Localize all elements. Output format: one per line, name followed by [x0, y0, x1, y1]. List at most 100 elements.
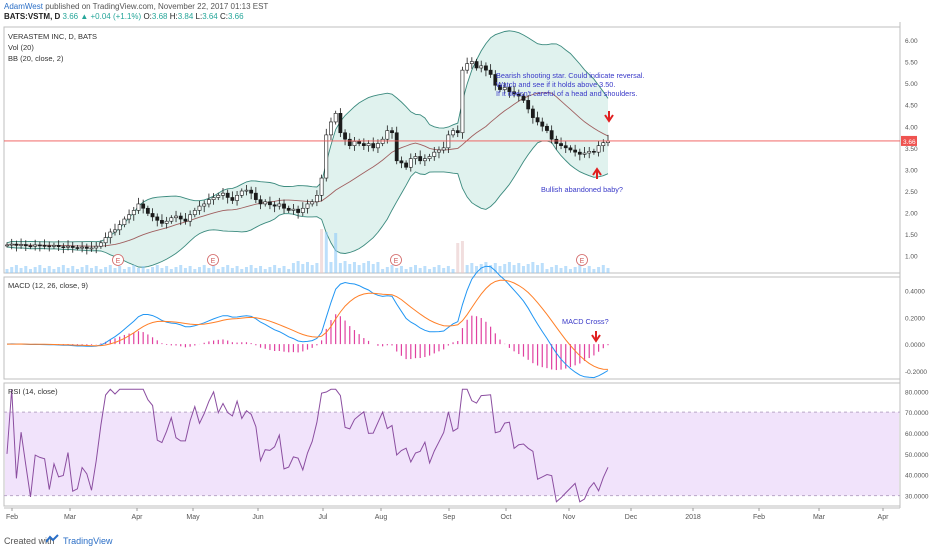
candle-body	[127, 214, 131, 220]
candle-body	[263, 201, 268, 205]
close-label: C:	[220, 12, 228, 21]
volume-bar	[409, 267, 413, 273]
candle-body	[108, 231, 113, 238]
volume-bar	[193, 269, 197, 273]
volume-bar	[376, 262, 380, 273]
macd-tick-label: -0.2000	[905, 369, 927, 376]
candle-body	[554, 138, 559, 144]
candle-body	[474, 61, 479, 69]
volume-bar	[446, 266, 450, 273]
candle-body	[14, 243, 19, 246]
candle-body	[507, 87, 512, 93]
chart-canvas[interactable]: Feb Mar Apr May Jun Jul Aug Sep Oct Nov Dec 2018 Feb…	[0, 22, 932, 530]
volume-bar	[324, 232, 328, 273]
candle-body	[258, 199, 263, 205]
rsi-tick-label: 80.0000	[905, 389, 929, 396]
volume-bar	[136, 268, 140, 273]
month-label: Mar	[813, 514, 826, 521]
earnings-marker-label: E	[211, 258, 216, 265]
volume-bar	[118, 266, 122, 273]
volume-bar	[597, 267, 601, 273]
volume-bar	[399, 266, 403, 273]
candle-body	[394, 132, 399, 162]
price-tick-label: 4.50	[905, 103, 918, 110]
candle-body	[502, 87, 507, 90]
candle-body	[357, 141, 362, 144]
candle-body	[592, 150, 596, 153]
volume-bar	[601, 265, 605, 273]
volume-bar	[85, 265, 89, 273]
month-label: Jul	[319, 514, 328, 521]
volume-bar	[531, 262, 535, 273]
volume-bar	[573, 267, 577, 273]
volume-bar	[244, 267, 248, 273]
candle-body	[174, 215, 178, 219]
volume-bar	[291, 263, 295, 273]
price-tick-label: 6.00	[905, 38, 918, 45]
tradingview-brand[interactable]: TradingView	[63, 536, 113, 546]
author-link[interactable]: AdamWest	[4, 2, 43, 11]
candle-body	[582, 152, 587, 155]
volume-bar	[169, 269, 173, 273]
candle-body	[545, 125, 549, 131]
month-label: 2018	[685, 514, 701, 521]
candle-body	[244, 189, 249, 192]
volume-bar	[240, 269, 244, 273]
volume-bar	[512, 265, 516, 273]
candle-body	[75, 247, 80, 249]
volume-bar	[385, 267, 389, 273]
tradingview-logo-icon	[46, 534, 59, 543]
rsi-tick-label: 50.0000	[905, 452, 929, 459]
earnings-marker	[207, 254, 219, 266]
month-label: May	[186, 514, 200, 521]
volume-bar	[428, 269, 432, 273]
price-tick-label: 4.00	[905, 124, 918, 131]
candle-body	[413, 156, 418, 159]
candle-body	[540, 121, 545, 127]
earnings-marker-label: E	[580, 258, 585, 265]
candle-body	[343, 132, 347, 140]
candle-body	[512, 91, 516, 95]
macd-tick-label: 0.2000	[905, 315, 925, 322]
volume-bar	[90, 268, 94, 273]
candle-body	[164, 220, 169, 224]
volume-bar	[287, 269, 291, 273]
high-value: 3.84	[177, 12, 194, 21]
volume-bar	[587, 266, 591, 273]
volume-bar	[460, 241, 464, 273]
volume-bar	[381, 269, 385, 273]
candle-body	[272, 204, 277, 207]
volume-bar	[198, 267, 202, 273]
publisher-line: AdamWest published on TradingView.com, N…	[4, 2, 268, 12]
volume-bar	[71, 266, 75, 273]
volume-bar	[357, 265, 361, 273]
candle-body	[488, 69, 493, 75]
volume-bar	[24, 266, 28, 273]
volume-bar	[146, 269, 150, 273]
volume-bar	[456, 243, 460, 273]
candle-body	[239, 190, 244, 196]
volume-bar	[127, 267, 131, 273]
candle-body	[493, 74, 498, 86]
volume-bar	[550, 267, 554, 273]
candle-body	[169, 217, 174, 222]
month-label: Oct	[501, 514, 512, 521]
macd-line	[6, 265, 609, 379]
candle-body	[310, 201, 315, 205]
price-tick-label: 5.00	[905, 81, 918, 88]
month-label: Sep	[443, 514, 456, 521]
volume-bar	[334, 233, 338, 273]
volume-bar	[489, 265, 493, 273]
candle-body	[530, 108, 535, 118]
volume-bar	[80, 267, 84, 273]
candle-body	[404, 162, 409, 168]
candle-body	[347, 138, 352, 146]
candle-body	[441, 147, 446, 151]
candle-body	[446, 134, 451, 149]
candle-body	[66, 245, 70, 248]
volume-bar	[564, 266, 568, 273]
candle-body	[9, 243, 14, 246]
volume-bar	[263, 269, 267, 273]
volume-bar	[540, 263, 544, 273]
candle-body	[587, 150, 592, 154]
